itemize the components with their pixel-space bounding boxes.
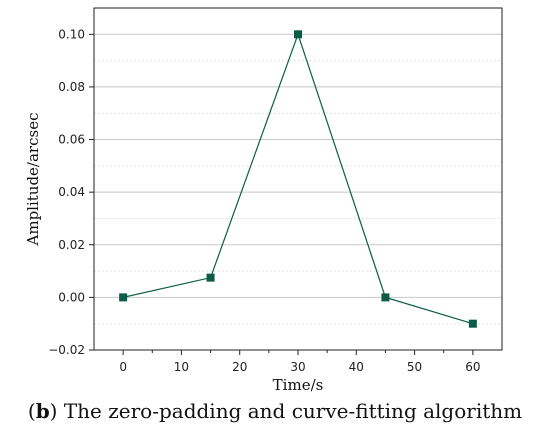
y-tick-label: 0.10 — [58, 27, 85, 41]
line-chart: 0 10 20 30 40 50 60 −0.02 0.00 0.02 0.04 0.06 0.08 0.… — [24, 7, 503, 394]
y-tick-label: 0.02 — [58, 238, 85, 252]
x-tick-label: 10 — [174, 360, 189, 374]
x-tick-label: 40 — [349, 360, 364, 374]
data-point-marker — [206, 273, 215, 282]
caption-label: b — [35, 399, 50, 423]
x-tick-label: 30 — [290, 360, 305, 374]
x-tick-label: 60 — [465, 360, 480, 374]
series — [119, 30, 477, 328]
tick-labels: 0 10 20 30 40 50 60 −0.02 0.00 0.02 0.04 0.06 0.08 0.… — [48, 27, 480, 374]
figure-caption: (b) The zero-padding and curve-fitting a… — [27, 399, 523, 423]
grid — [94, 33, 502, 351]
x-tick-label: 20 — [232, 360, 247, 374]
data-point-marker — [468, 319, 477, 328]
data-point-marker — [119, 293, 128, 302]
data-point-marker — [294, 30, 302, 39]
caption-text: ) The zero-padding and curve-fitting alg… — [49, 399, 523, 423]
plot-area-frame — [93, 7, 503, 351]
x-axis-label: Time/s — [273, 376, 324, 394]
y-tick-label: 0.04 — [58, 185, 85, 199]
y-tick-label: 0.00 — [58, 290, 85, 304]
data-point-marker — [381, 293, 390, 302]
y-tick-label: −0.02 — [48, 343, 85, 357]
x-tick-label: 0 — [119, 360, 127, 374]
y-tick-label: 0.08 — [58, 80, 85, 94]
x-tick-label: 50 — [407, 360, 422, 374]
axis-ticks — [89, 33, 474, 355]
series-line — [123, 32, 474, 325]
y-tick-label: 0.06 — [58, 133, 85, 147]
y-axis-label: Amplitude/arcsec — [24, 113, 42, 247]
